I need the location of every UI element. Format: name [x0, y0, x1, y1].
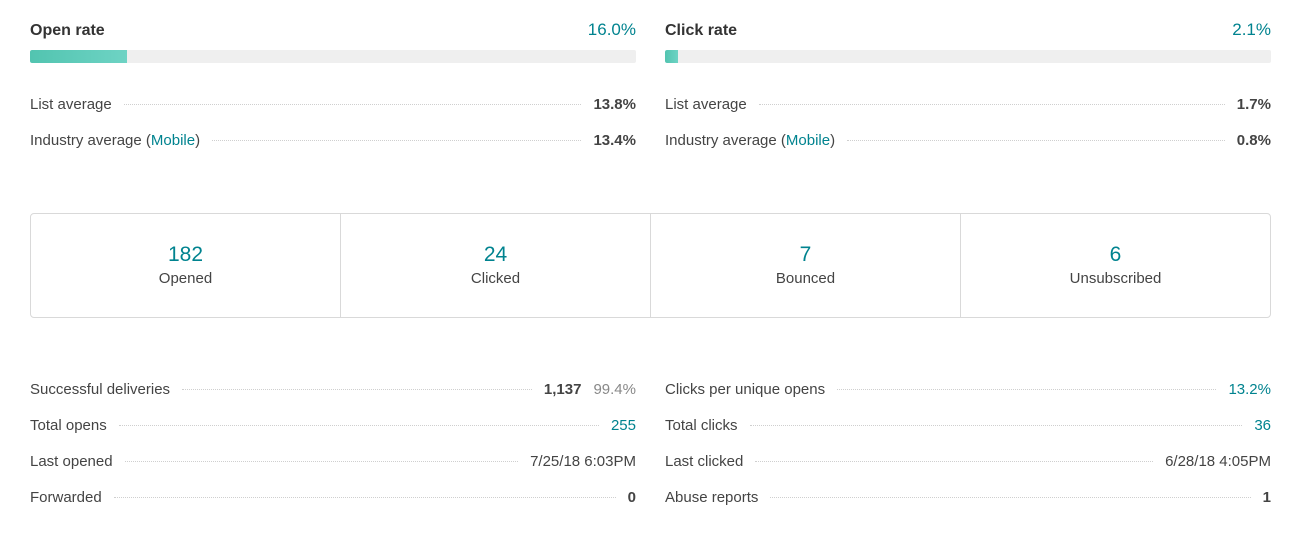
list-average-value: 1.7%: [1236, 96, 1271, 113]
industry-label-suffix: ): [830, 132, 836, 149]
summary-stats-box: 182 Opened 24 Clicked 7 Bounced 6 Unsubs…: [30, 213, 1271, 318]
industry-average-value: 0.8%: [1236, 132, 1271, 149]
stat-clicked[interactable]: 24 Clicked: [341, 214, 651, 317]
click-industry-average-row: Industry average (Mobile) 0.8%: [665, 132, 1271, 152]
stat-label: Unsubscribed: [1069, 269, 1162, 287]
open-rate-bar-fill: [30, 50, 127, 63]
detail-label: Total opens: [30, 417, 107, 434]
detail-label: Abuse reports: [665, 489, 759, 506]
stat-label: Clicked: [470, 269, 521, 287]
detail-label: Last opened: [30, 453, 113, 470]
stat-number: 6: [1109, 242, 1122, 266]
stat-bounced[interactable]: 7 Bounced: [651, 214, 961, 317]
detail-row-last-clicked: Last clicked 6/28/18 4:05PM: [665, 453, 1271, 473]
dotted-leader: [847, 139, 1225, 141]
stat-unsubscribed[interactable]: 6 Unsubscribed: [961, 214, 1270, 317]
list-average-value: 13.8%: [593, 96, 636, 113]
detail-value: 7/25/18 6:03PM: [530, 453, 636, 470]
dotted-leader: [755, 460, 1154, 462]
detail-value: 13.2%: [1228, 381, 1271, 398]
industry-average-label: Industry average (Mobile): [30, 132, 200, 149]
dotted-leader: [749, 424, 1243, 426]
dotted-leader: [837, 388, 1217, 390]
industry-label-prefix: Industry average (: [30, 132, 151, 149]
detail-label: Last clicked: [665, 453, 744, 470]
stat-label: Opened: [158, 269, 213, 287]
open-industry-average-row: Industry average (Mobile) 13.4%: [30, 132, 636, 152]
list-average-label: List average: [665, 96, 747, 113]
industry-label-prefix: Industry average (: [665, 132, 786, 149]
click-rate-title: Click rate: [665, 22, 738, 39]
dotted-leader: [123, 103, 582, 105]
left-details: Successful deliveries 1,137 99.4% Total …: [30, 0, 636, 556]
click-rate-bar: [665, 50, 1271, 63]
detail-label: Forwarded: [30, 489, 102, 506]
industry-average-label: Industry average (Mobile): [665, 132, 835, 149]
right-details: Clicks per unique opens 13.2% Total clic…: [665, 0, 1271, 556]
detail-value: 1,137: [543, 381, 582, 398]
detail-row-successful-deliveries: Successful deliveries 1,137 99.4%: [30, 381, 636, 401]
stat-number: 7: [799, 242, 812, 266]
stat-number: 182: [167, 242, 204, 266]
dotted-leader: [118, 424, 599, 426]
detail-row-last-opened: Last opened 7/25/18 6:03PM: [30, 453, 636, 473]
detail-percent: 99.4%: [593, 381, 636, 398]
dotted-leader: [770, 496, 1251, 498]
list-average-label: List average: [30, 96, 112, 113]
detail-label: Total clicks: [665, 417, 738, 434]
detail-row-clicks-per-unique-opens: Clicks per unique opens 13.2%: [665, 381, 1271, 401]
detail-value: 1: [1262, 489, 1271, 506]
total-opens-link[interactable]: 255: [610, 417, 636, 434]
stat-number: 24: [483, 242, 508, 266]
click-rate-section: Click rate 2.1% List average 1.7% Indust…: [665, 0, 1271, 180]
industry-mobile-link[interactable]: Mobile: [785, 132, 831, 149]
detail-row-abuse-reports: Abuse reports 1: [665, 489, 1271, 509]
detail-value: 0: [627, 489, 636, 506]
detail-label: Successful deliveries: [30, 381, 171, 398]
stat-opened[interactable]: 182 Opened: [31, 214, 341, 317]
open-rate-value: 16.0%: [587, 20, 636, 39]
industry-mobile-link[interactable]: Mobile: [150, 132, 196, 149]
open-list-average-row: List average 13.8%: [30, 96, 636, 116]
dotted-leader: [758, 103, 1225, 105]
click-rate-bar-fill: [665, 50, 678, 63]
detail-label: Clicks per unique opens: [665, 381, 826, 398]
dotted-leader: [124, 460, 519, 462]
dotted-leader: [113, 496, 616, 498]
click-rate-header: Click rate 2.1%: [665, 20, 1271, 44]
detail-value: 6/28/18 4:05PM: [1165, 453, 1271, 470]
detail-row-total-clicks: Total clicks 36: [665, 417, 1271, 437]
industry-average-value: 13.4%: [593, 132, 636, 149]
stat-label: Bounced: [775, 269, 836, 287]
detail-row-forwarded: Forwarded 0: [30, 489, 636, 509]
industry-label-suffix: ): [195, 132, 201, 149]
open-rate-bar: [30, 50, 636, 63]
open-rate-header: Open rate 16.0%: [30, 20, 636, 44]
detail-row-total-opens: Total opens 255: [30, 417, 636, 437]
total-clicks-link[interactable]: 36: [1254, 417, 1271, 434]
open-rate-section: Open rate 16.0% List average 13.8% Indus…: [30, 0, 636, 180]
open-rate-title: Open rate: [30, 22, 105, 39]
dotted-leader: [212, 139, 582, 141]
click-list-average-row: List average 1.7%: [665, 96, 1271, 116]
click-rate-value: 2.1%: [1232, 20, 1271, 39]
dotted-leader: [182, 388, 532, 390]
